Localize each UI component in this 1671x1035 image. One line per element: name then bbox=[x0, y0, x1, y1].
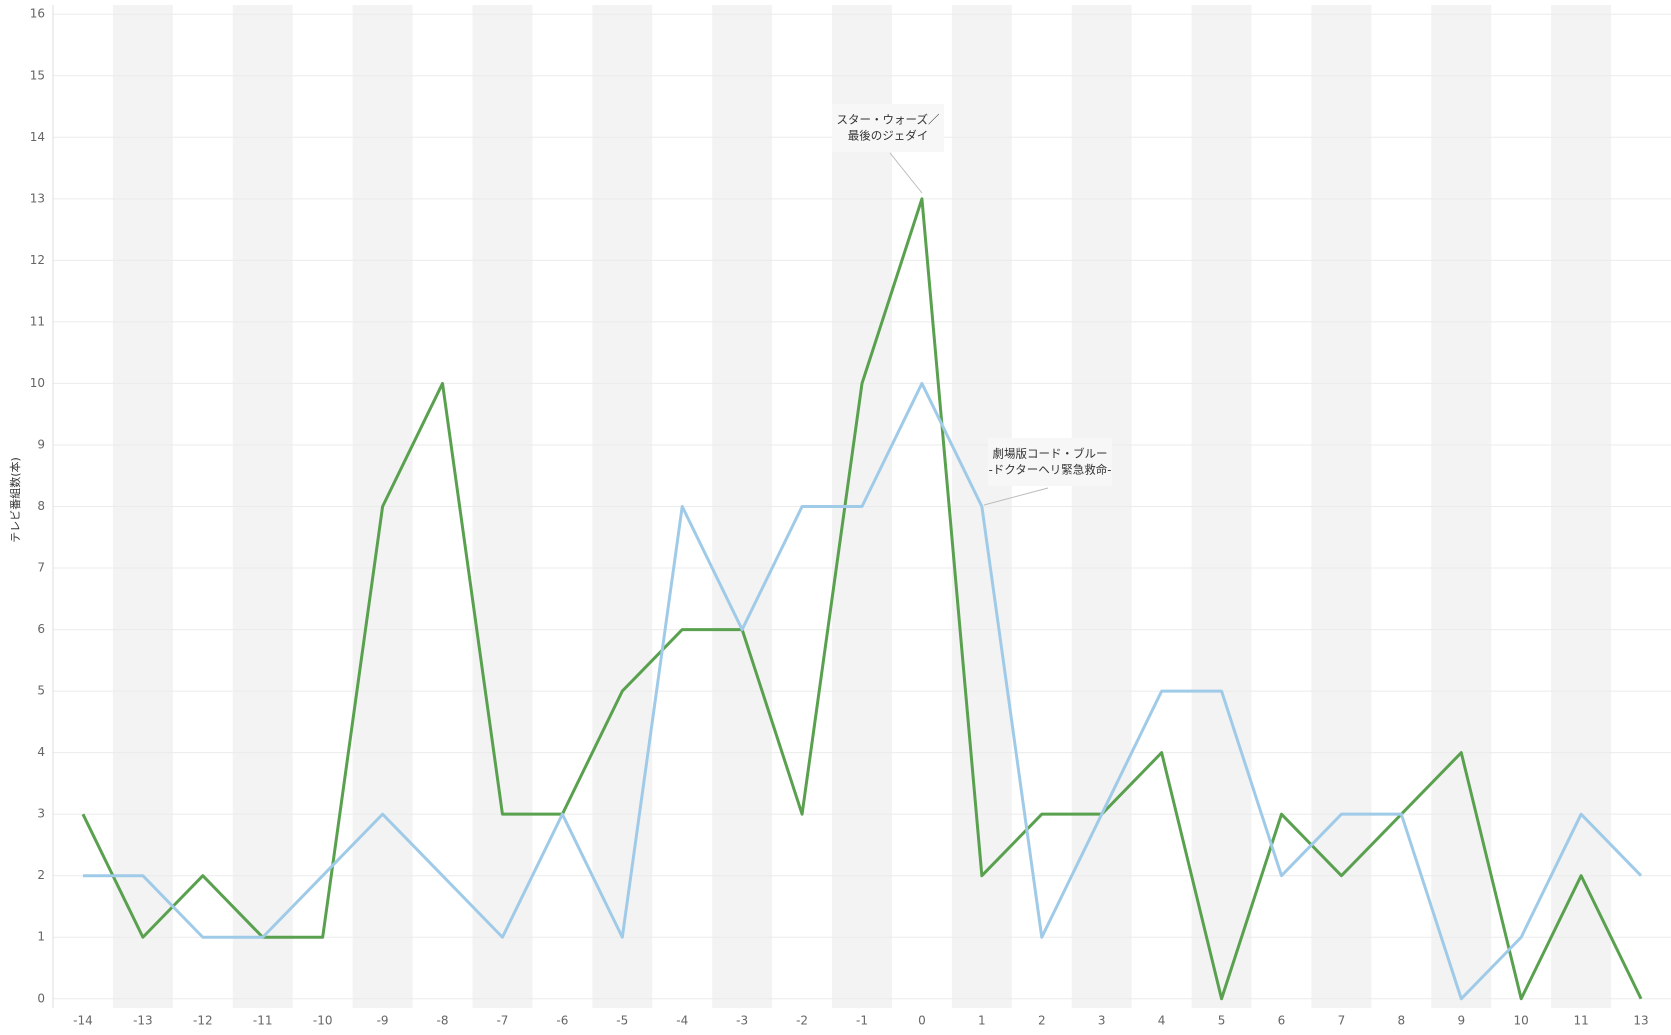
labels: -14 -13 -12 -11 -10 -9 -8 -7 -6 -5 -4 -3 -2 -1 0 1 2 3 4 5 6… bbox=[30, 7, 1649, 1028]
x-tick-label: 11 bbox=[1573, 1014, 1588, 1028]
x-tick-label: 7 bbox=[1338, 1014, 1346, 1028]
x-tick-label: -6 bbox=[556, 1014, 568, 1028]
y-tick-label: 2 bbox=[37, 868, 45, 882]
y-tick-label: 16 bbox=[30, 7, 45, 21]
x-tick-label: 9 bbox=[1457, 1014, 1465, 1028]
y-tick-label: 12 bbox=[30, 253, 45, 267]
x-tick-label: -8 bbox=[437, 1014, 449, 1028]
y-tick-label: 5 bbox=[37, 684, 45, 698]
annotation: 劇場版コード・ブルー -ドクターヘリ緊急救命- bbox=[983, 438, 1112, 506]
annotation-box bbox=[988, 438, 1112, 486]
x-tick-label: 1 bbox=[978, 1014, 986, 1028]
y-tick-label: 8 bbox=[37, 499, 45, 513]
x-tick-label: -4 bbox=[676, 1014, 688, 1028]
y-tick-label: 15 bbox=[30, 68, 45, 82]
x-tick-label: 2 bbox=[1038, 1014, 1046, 1028]
annotation-connector bbox=[889, 152, 923, 194]
y-tick-label: 7 bbox=[37, 561, 45, 575]
annotation-text: 最後のジェダイ bbox=[848, 129, 929, 143]
y-tick-label: 0 bbox=[37, 991, 45, 1005]
series-line bbox=[82, 381, 1643, 1001]
y-tick-label: 4 bbox=[37, 745, 45, 759]
x-tick-label: 5 bbox=[1218, 1014, 1226, 1028]
x-tick-label: 4 bbox=[1158, 1014, 1166, 1028]
y-tick-label: 14 bbox=[30, 130, 45, 144]
x-tick-label: -9 bbox=[377, 1014, 389, 1028]
y-axis-label: テレビ番組数(本) bbox=[8, 457, 22, 543]
x-tick-label: -13 bbox=[133, 1014, 153, 1028]
x-tick-label: 0 bbox=[918, 1014, 926, 1028]
x-tick-label: -11 bbox=[253, 1014, 273, 1028]
y-tick-label: 11 bbox=[30, 314, 45, 328]
annotation-box bbox=[832, 104, 944, 152]
x-tick-label: -14 bbox=[73, 1014, 93, 1028]
x-tick-label: -3 bbox=[736, 1014, 748, 1028]
y-tick-label: 1 bbox=[37, 930, 45, 944]
annotation-text: スター・ウォーズ／ bbox=[837, 113, 940, 127]
y-tick-label: 10 bbox=[30, 376, 45, 390]
annotation: スター・ウォーズ／ 最後のジェダイ bbox=[832, 104, 944, 194]
x-tick-label: 6 bbox=[1278, 1014, 1286, 1028]
annotation-connector bbox=[983, 487, 1049, 506]
x-tick-label: -12 bbox=[193, 1014, 213, 1028]
x-tick-label: 3 bbox=[1098, 1014, 1106, 1028]
lines bbox=[81, 197, 1643, 1001]
y-tick-label: 6 bbox=[37, 622, 45, 636]
x-tick-label: -2 bbox=[796, 1014, 808, 1028]
y-tick-label: 3 bbox=[37, 807, 45, 821]
x-tick-label: 13 bbox=[1633, 1014, 1648, 1028]
x-tick-label: -7 bbox=[496, 1014, 508, 1028]
annotation-text: 劇場版コード・ブルー bbox=[993, 447, 1108, 461]
x-tick-label: -10 bbox=[313, 1014, 333, 1028]
y-tick-label: 9 bbox=[37, 437, 45, 451]
annotation-text: -ドクターヘリ緊急救命- bbox=[989, 463, 1112, 477]
x-tick-label: -5 bbox=[616, 1014, 628, 1028]
x-tick-label: 8 bbox=[1398, 1014, 1406, 1028]
x-tick-label: -1 bbox=[856, 1014, 868, 1028]
series-line bbox=[81, 197, 1643, 1001]
x-tick-label: 10 bbox=[1514, 1014, 1529, 1028]
y-tick-label: 13 bbox=[30, 191, 45, 205]
